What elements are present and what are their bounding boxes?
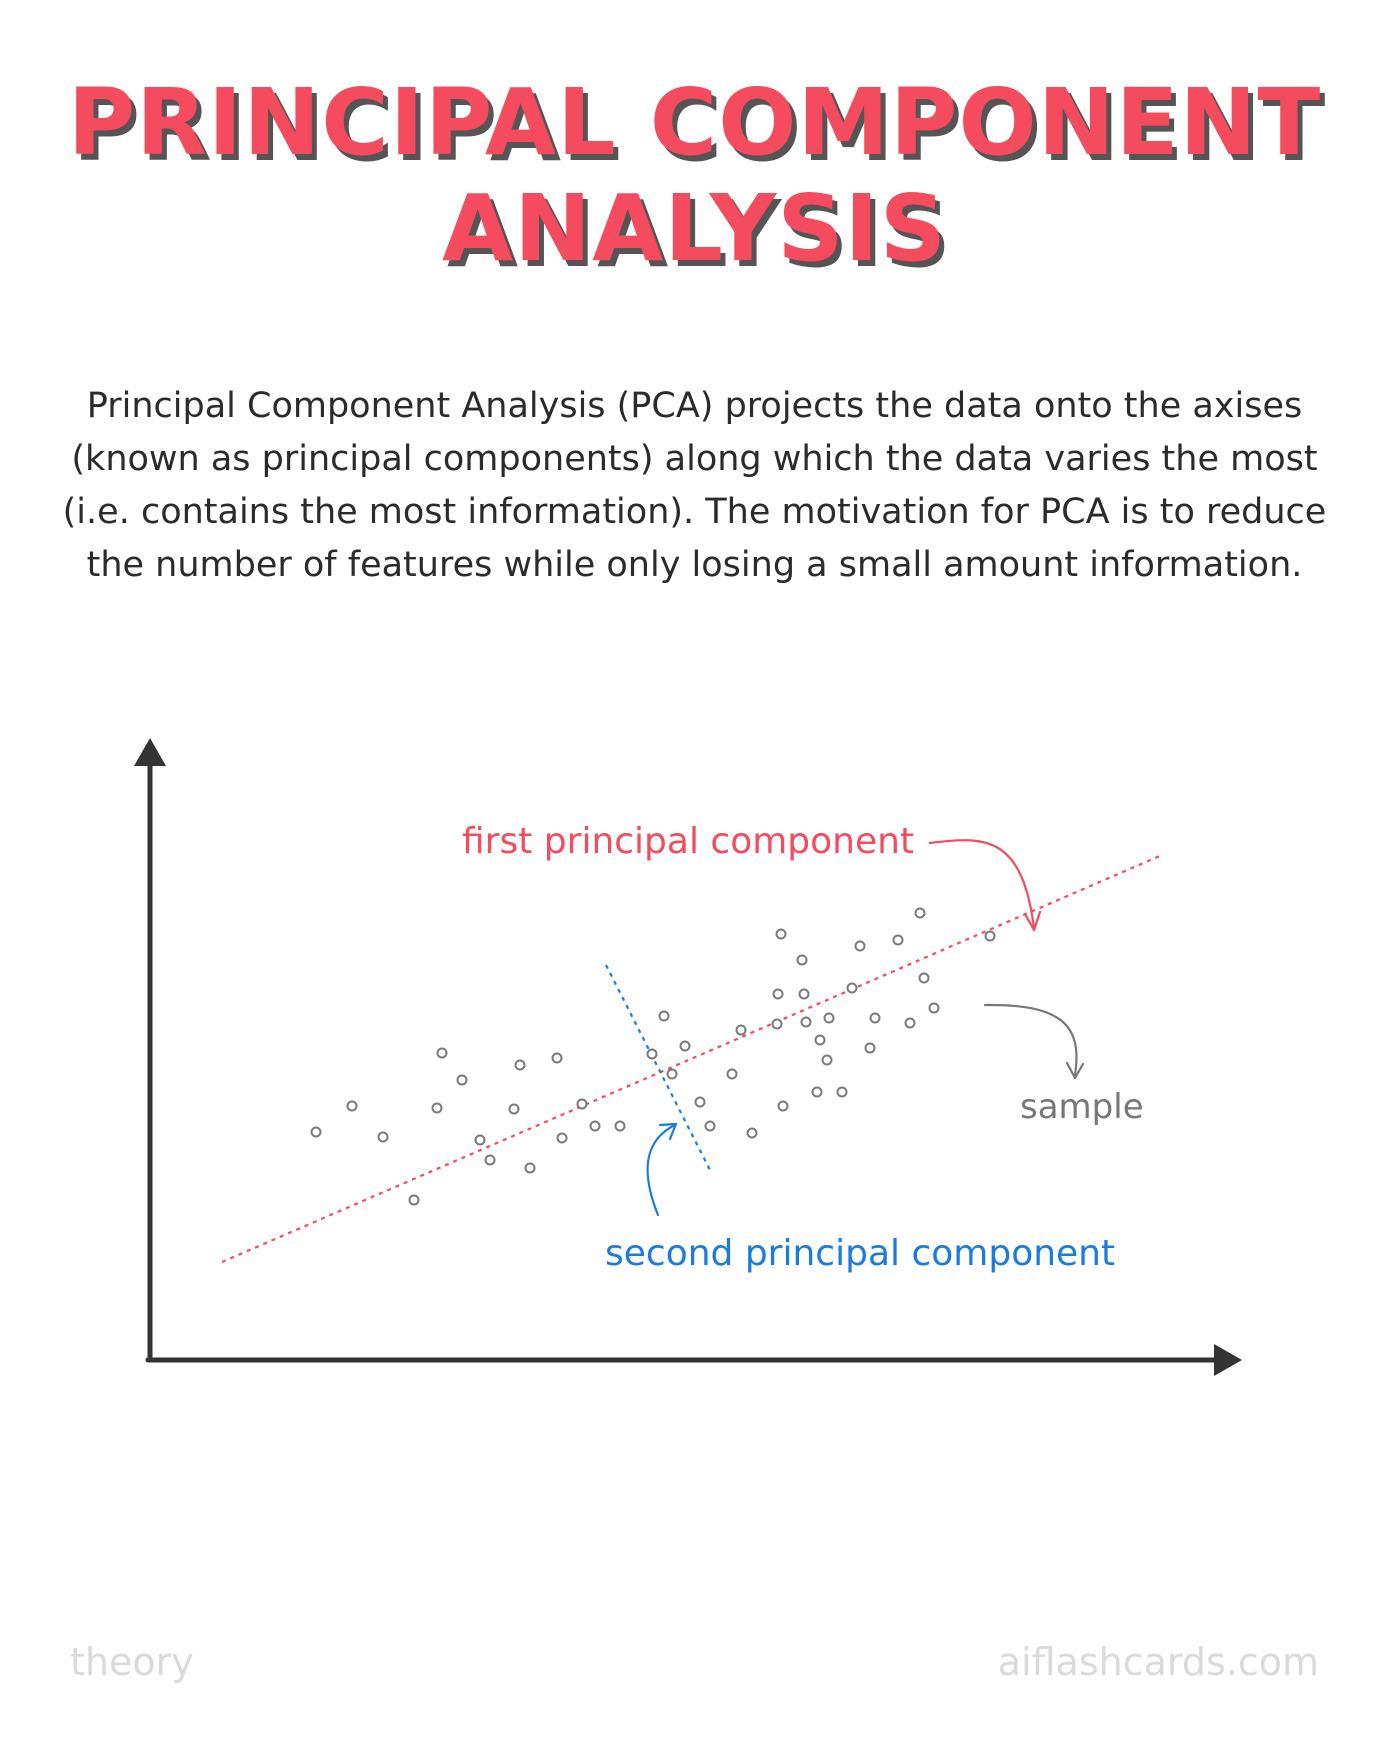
sample-point xyxy=(746,1127,758,1139)
sample-point xyxy=(614,1120,626,1132)
sample-point xyxy=(551,1052,563,1064)
sample-point xyxy=(904,1017,916,1029)
sample-point xyxy=(846,982,858,994)
sample-point xyxy=(556,1132,568,1144)
first-principal-component-line xyxy=(221,853,1163,1264)
sample-point xyxy=(726,1068,738,1080)
sample-point xyxy=(704,1120,716,1132)
sample-point xyxy=(576,1098,588,1110)
page-title: PRINCIPAL COMPONENT ANALYSIS xyxy=(0,70,1389,282)
sample-point xyxy=(474,1134,486,1146)
first-pc-label: first principal component xyxy=(462,821,914,862)
sample-point xyxy=(777,1100,789,1112)
sample-point xyxy=(377,1131,389,1143)
sample-point xyxy=(666,1068,678,1080)
sample-point xyxy=(646,1048,658,1060)
second-pc-callout-arrow-head xyxy=(658,1122,678,1141)
x-axis-arrow-icon xyxy=(1214,1344,1242,1376)
footer-brand: aiflashcards.com xyxy=(997,1640,1319,1684)
second-pc-callout-arrow xyxy=(646,1123,677,1217)
sample-point xyxy=(800,1016,812,1028)
sample-point xyxy=(431,1102,443,1114)
sample-points xyxy=(310,907,996,1206)
sample-point xyxy=(484,1154,496,1166)
sample-point xyxy=(775,928,787,940)
second-pc-label: second principal component xyxy=(605,1233,1115,1274)
sample-point xyxy=(869,1012,881,1024)
sample-point xyxy=(823,1012,835,1024)
sample-point xyxy=(508,1103,520,1115)
sample-point xyxy=(346,1100,358,1112)
title-line-1: PRINCIPAL COMPONENT xyxy=(67,69,1322,176)
sample-point xyxy=(524,1162,536,1174)
second-principal-component-line xyxy=(605,964,712,1173)
sample-point xyxy=(914,907,926,919)
sample-point xyxy=(771,1018,783,1030)
sample-label: sample xyxy=(1020,1087,1144,1127)
sample-point xyxy=(928,1002,940,1014)
sample-point xyxy=(811,1086,823,1098)
sample-point xyxy=(456,1074,468,1086)
y-axis-arrow-icon xyxy=(134,738,166,766)
sample-callout-arrow xyxy=(983,1003,1078,1077)
sample-point xyxy=(798,988,810,1000)
sample-point xyxy=(735,1024,747,1036)
sample-point xyxy=(854,940,866,952)
sample-point xyxy=(821,1054,833,1066)
sample-point xyxy=(589,1120,601,1132)
footer-category: theory xyxy=(70,1640,194,1684)
sample-point xyxy=(918,972,930,984)
sample-point xyxy=(814,1034,826,1046)
sample-point xyxy=(864,1042,876,1054)
description: Principal Component Analysis (PCA) proje… xyxy=(62,386,1327,585)
sample-point xyxy=(836,1086,848,1098)
sample-point xyxy=(436,1047,448,1059)
sample-point xyxy=(772,988,784,1000)
sample-point xyxy=(694,1096,706,1108)
sample-point xyxy=(892,934,904,946)
sample-callout-arrow-head xyxy=(1065,1061,1085,1080)
sample-point xyxy=(796,954,808,966)
sample-point xyxy=(658,1010,670,1022)
first-pc-callout-arrow xyxy=(928,839,1036,930)
title-line-2: ANALYSIS xyxy=(441,175,948,282)
first-pc-callout-arrow-head xyxy=(1023,910,1042,932)
sample-point xyxy=(310,1126,322,1138)
sample-point xyxy=(514,1059,526,1071)
sample-point xyxy=(679,1040,691,1052)
sample-point xyxy=(408,1194,420,1206)
sample-point xyxy=(984,930,996,942)
